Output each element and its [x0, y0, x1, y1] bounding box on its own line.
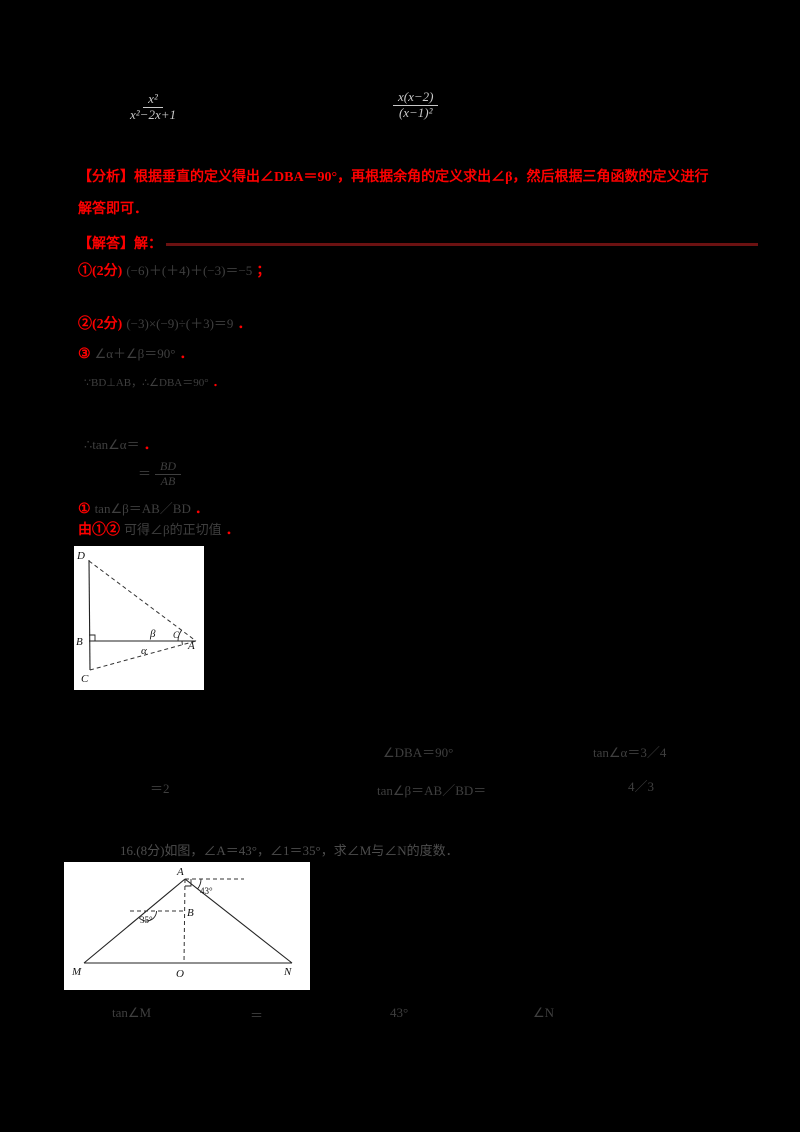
point-label-C2: C — [173, 630, 180, 640]
step-6: ＝ BD AB — [138, 459, 182, 489]
angle-35-label: 35° — [140, 915, 153, 925]
fraction-denominator: AB — [160, 473, 176, 488]
figure-1-drawing: D B C C A β α — [74, 546, 204, 690]
segment-MA — [83, 878, 186, 964]
bottom-math-1: tan∠M — [112, 1005, 152, 1020]
step-4: ∵BD⊥AB，∴∠DBA＝90° ． — [84, 373, 225, 391]
point-label-N: N — [283, 966, 292, 978]
dashed-AO — [183, 878, 186, 964]
dashed-DA — [88, 560, 197, 642]
fraction-numerator: BD — [155, 459, 182, 475]
step-3-number: ③ — [78, 347, 91, 362]
step-5: ∴tan∠α＝ ． — [84, 434, 158, 454]
point-label-D: D — [76, 550, 85, 562]
fraction-denominator: (x−1)² — [398, 104, 433, 120]
point-label-O: O — [176, 968, 184, 980]
step-2-punct: ． — [237, 317, 252, 332]
angle-35-arc — [138, 910, 157, 922]
step-6-fraction: BD AB — [155, 459, 182, 489]
segment-DC — [88, 559, 91, 671]
step-8-math: 可得∠β的正切值 — [124, 522, 222, 537]
point-label-B: B — [187, 907, 194, 919]
step-5-math: ∴tan∠α＝ — [84, 437, 140, 452]
bottom-math-4: ∠N — [533, 1005, 555, 1020]
right-angle-mark — [89, 634, 96, 641]
angle-43-label: 43° — [200, 886, 213, 896]
step-6-prefix: ＝ — [138, 465, 152, 481]
alpha-label: α — [141, 645, 147, 657]
solution-underline — [166, 243, 758, 246]
fraction-top-left: x² x²−2x+1 — [125, 91, 181, 123]
analysis-line-1: 【分析】根据垂直的定义得出∠DBA＝90°，再根据余角的定义求出∠β，然后根据三… — [78, 170, 709, 185]
step-8-number: 由①② — [78, 523, 120, 538]
point-label-A: A — [187, 640, 195, 652]
point-label-M: M — [71, 966, 82, 978]
mid-math-2: tan∠α＝3／4 — [593, 745, 667, 760]
step-1-math: (−6)＋(＋4)＋(−3)＝−5 — [126, 263, 253, 278]
step-8: 由①② 可得∠β的正切值 ． — [78, 519, 240, 539]
step-7-punct: ． — [194, 502, 209, 517]
analysis-line-2: 解答即可． — [78, 202, 148, 217]
step-4-punct: ． — [212, 375, 225, 389]
bottom-math-2: ＝ — [250, 1008, 264, 1023]
geometry-figure-2: M N O A B 43° 35° — [64, 862, 310, 990]
step-2-math: (−3)×(−9)÷(＋3)＝9 — [126, 316, 234, 331]
fraction-denominator: x²−2x+1 — [130, 106, 176, 122]
step-2-number: ②(2分) — [78, 317, 123, 332]
figure-1-background — [74, 546, 204, 690]
figure-2-background — [64, 862, 310, 990]
mid-math-5: 4／3 — [628, 779, 655, 794]
problem-2-statement: 16.(8分)如图，∠A＝43°，∠1＝35°，求∠M与∠N的度数． — [120, 843, 459, 858]
beta-angle-arc — [177, 629, 182, 642]
mid-math-3: ＝2 — [150, 781, 170, 796]
step-7: ① tan∠β＝AB／BD ． — [78, 498, 209, 518]
point-label-A: A — [176, 866, 184, 878]
step-1-punct: ； — [256, 264, 271, 279]
alpha-angle-arc — [181, 640, 183, 645]
dashed-CA — [89, 640, 197, 671]
step-2: ②(2分) (−3)×(−9)÷(＋3)＝9 ． — [78, 313, 251, 333]
solution-label: 【解答】解： — [78, 237, 162, 252]
step-3-punct: ． — [179, 347, 194, 362]
angle-43-arc — [197, 878, 202, 890]
geometry-figure-1: D B C C A β α — [74, 546, 204, 690]
fraction-numerator: x(x−2) — [393, 89, 439, 106]
point-label-C: C — [81, 673, 89, 685]
step-3-math: ∠α＋∠β＝90° — [94, 346, 176, 361]
beta-label: β — [149, 628, 156, 640]
mid-math-4: tan∠β＝AB／BD＝ — [377, 783, 487, 798]
step-1-number: ①(2分) — [78, 264, 123, 279]
segment-AN — [184, 878, 293, 964]
step-7-math: tan∠β＝AB／BD — [94, 501, 191, 516]
figure-2-drawing: M N O A B 43° 35° — [64, 862, 310, 990]
right-angle-mark-A — [185, 879, 192, 887]
step-8-punct: ． — [225, 523, 240, 538]
step-5-punct: ． — [143, 438, 158, 453]
bottom-math-3: 43° — [390, 1005, 409, 1020]
fraction-numerator: x² — [143, 91, 163, 108]
point-label-B: B — [76, 636, 83, 648]
step-3: ③ ∠α＋∠β＝90° ． — [78, 343, 194, 363]
step-4-math: ∵BD⊥AB，∴∠DBA＝90° — [84, 377, 209, 389]
step-1: ①(2分) (−6)＋(＋4)＋(−3)＝−5 ； — [78, 260, 270, 280]
fraction-top-right: x(x−2) (x−1)² — [393, 89, 439, 121]
step-7-number: ① — [78, 502, 91, 517]
mid-math-1: ∠DBA＝90° — [383, 745, 454, 760]
